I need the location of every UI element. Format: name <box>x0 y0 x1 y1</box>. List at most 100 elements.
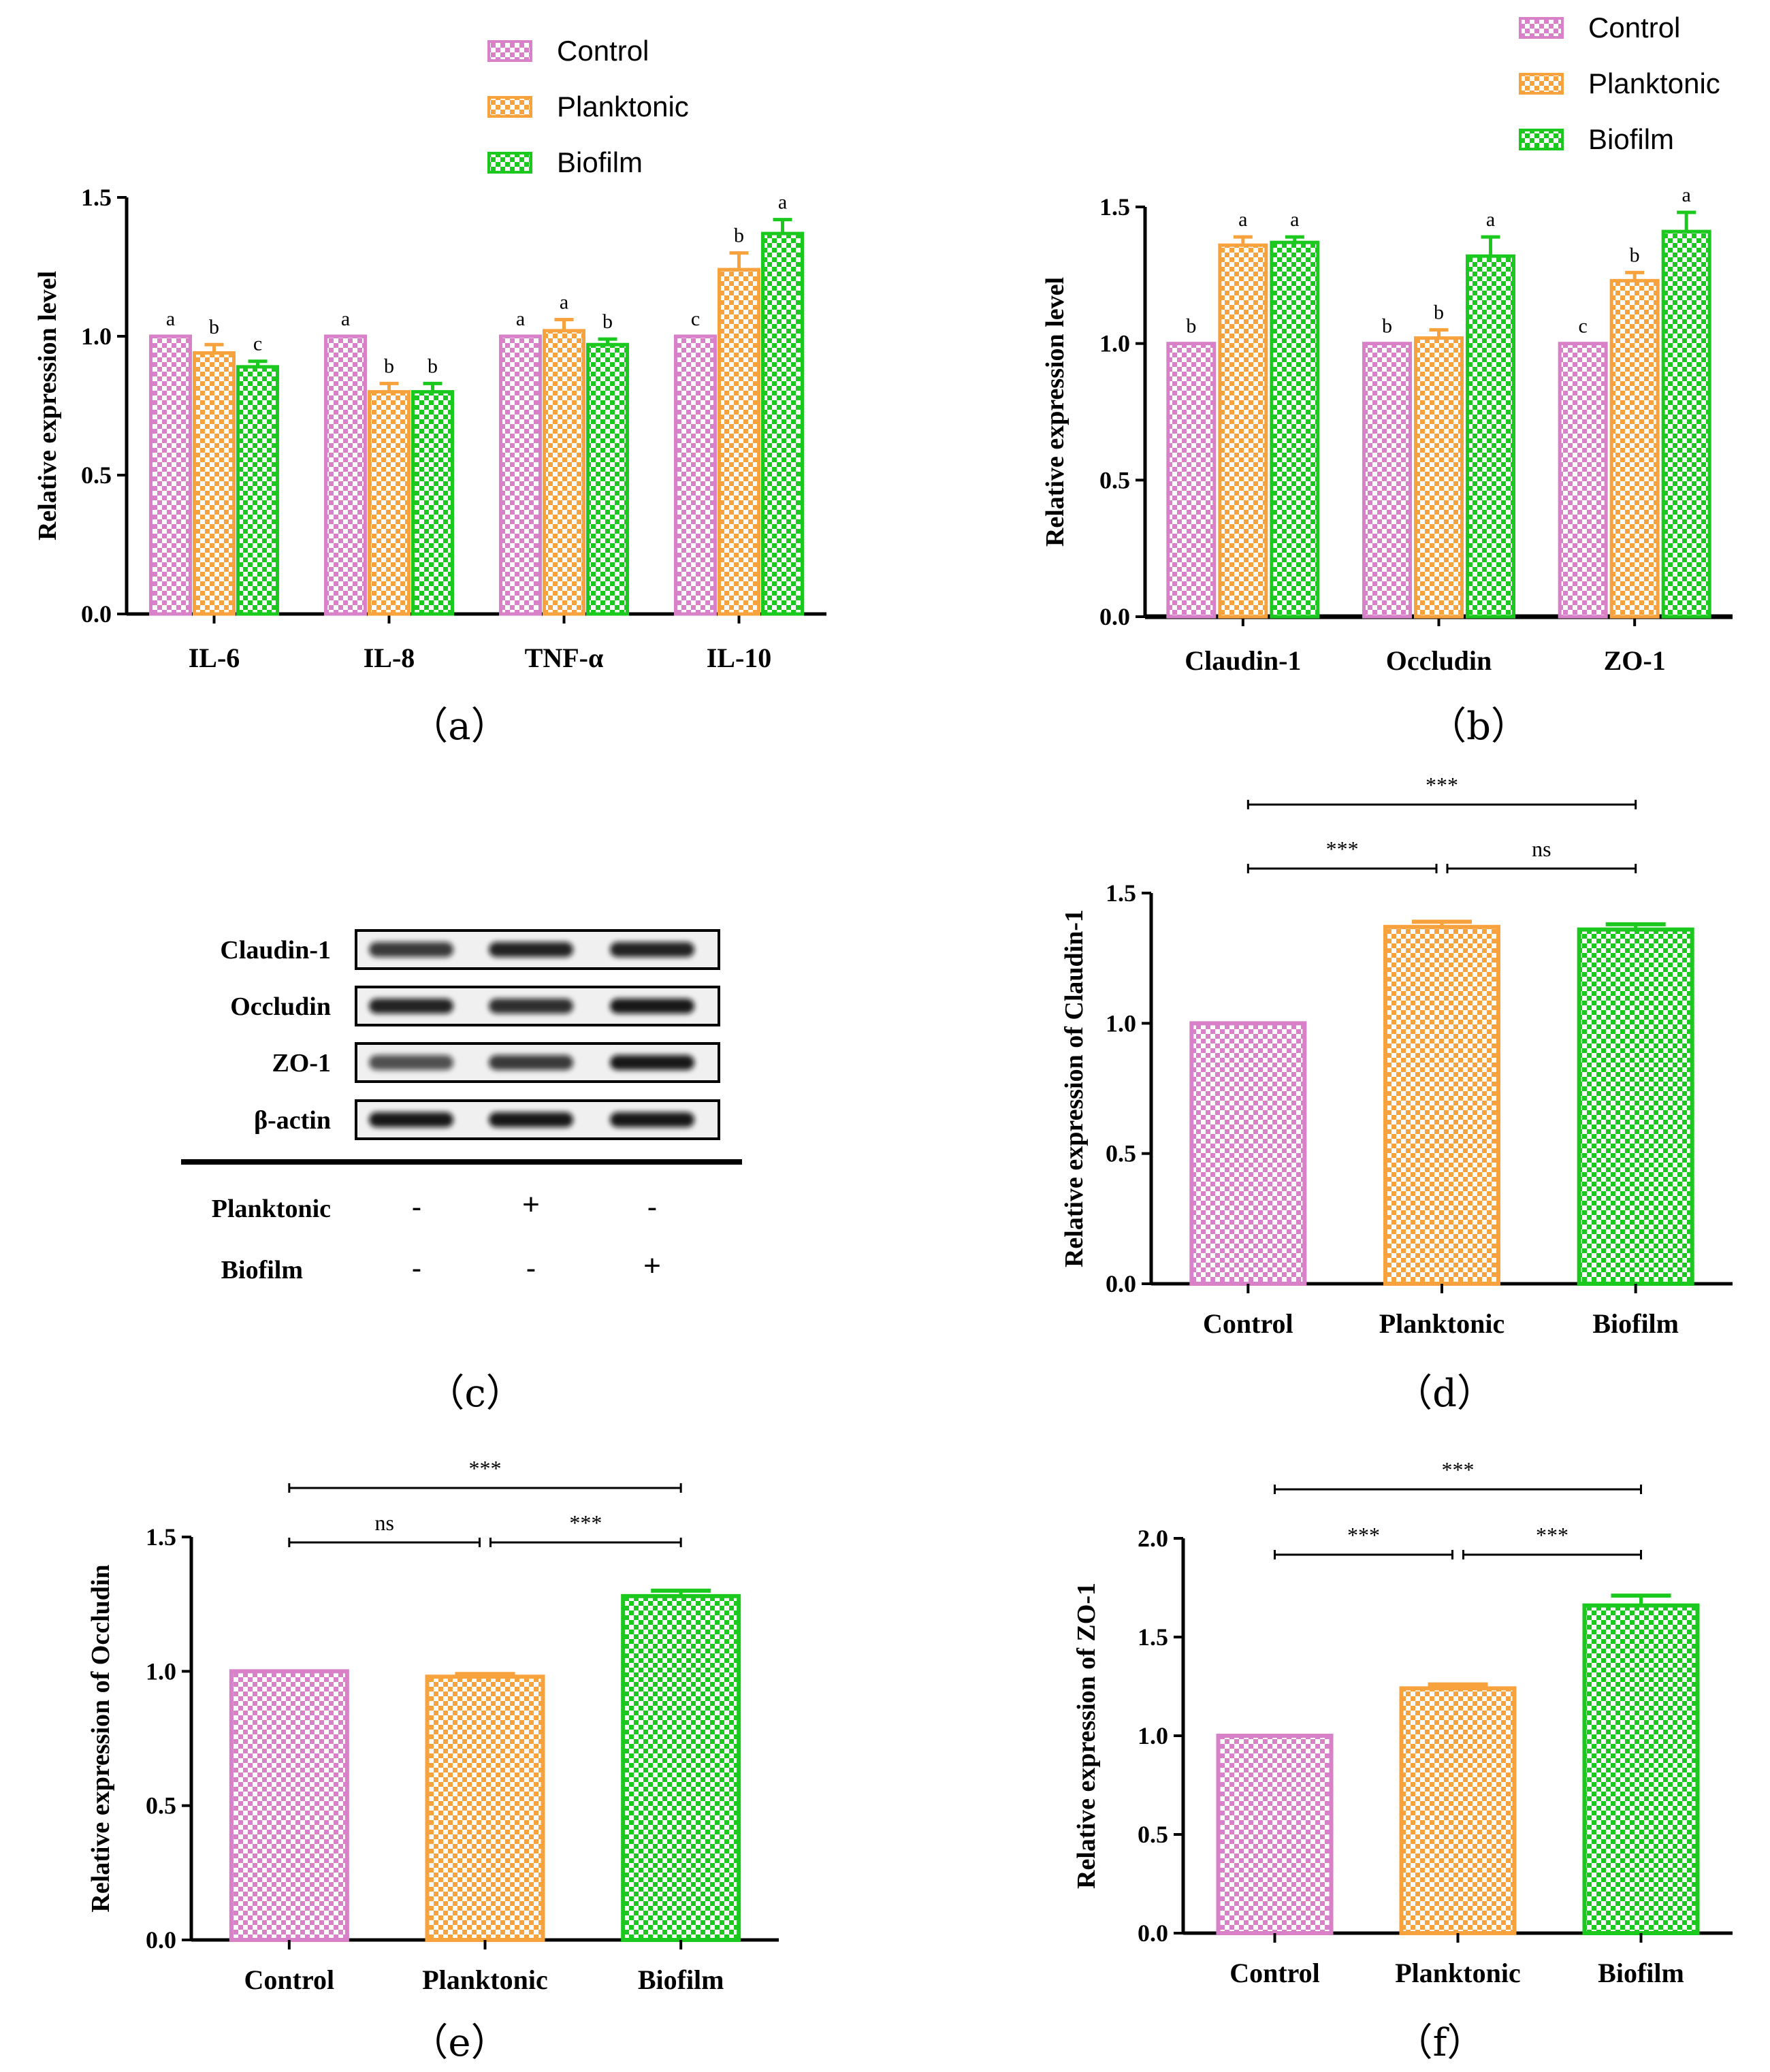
significance-label: *** <box>1426 773 1458 797</box>
legend-label: Control <box>557 35 649 67</box>
blot-band <box>369 1112 453 1127</box>
chart-a: 0.0 0.5 1.0 1.5 Relative expression level IL-… <box>33 35 826 749</box>
condition-label: Biofilm <box>221 1256 303 1284</box>
legend-swatch <box>487 40 532 62</box>
bar <box>149 334 192 616</box>
blot-band <box>369 999 453 1014</box>
legend-label: Biofilm <box>1588 123 1674 155</box>
bar <box>1466 254 1515 619</box>
legend-swatch <box>1519 129 1564 150</box>
y-tick-label: 0.0 <box>81 600 112 628</box>
significance-letter: c <box>253 333 262 355</box>
condition-sign: + <box>643 1249 661 1282</box>
blot-band <box>489 999 573 1014</box>
legend-label: Control <box>1588 12 1680 44</box>
x-tick-label: IL-10 <box>707 643 772 673</box>
blot-band <box>489 1112 573 1127</box>
y-tick-label: 1.0 <box>81 323 112 350</box>
chart-f: 0.0 0.5 1.0 1.5 2.0 Relative expression of ZO… <box>1072 1457 1733 2065</box>
significance-label: ns <box>1532 837 1551 861</box>
bar <box>1189 1021 1307 1286</box>
significance-letter: c <box>1579 315 1588 338</box>
legend-swatch <box>487 96 532 118</box>
bar <box>324 334 367 616</box>
significance-label: *** <box>1536 1523 1568 1547</box>
bar <box>499 334 542 616</box>
bar <box>1399 1686 1517 1935</box>
significance-label: *** <box>1326 837 1359 861</box>
significance-letter: a <box>1238 208 1247 231</box>
legend-label: Planktonic <box>1588 67 1720 99</box>
significance-letter: a <box>516 308 525 330</box>
bar <box>1414 336 1464 619</box>
condition-label: Planktonic <box>212 1195 331 1223</box>
bar <box>621 1593 741 1942</box>
bar <box>1661 229 1711 619</box>
bar <box>368 390 411 616</box>
significance-letter: a <box>341 308 350 330</box>
y-axis-label: Relative expression level <box>1041 277 1069 547</box>
significance-letter: a <box>1290 208 1299 231</box>
panel-label: （f） <box>1395 2021 1485 2065</box>
condition-sign: - <box>412 1191 422 1224</box>
y-tick-label: 1.5 <box>81 184 112 211</box>
significance-label: *** <box>569 1510 602 1535</box>
bar <box>1166 342 1217 619</box>
x-tick-label: Planktonic <box>1395 1958 1520 1988</box>
blot-row-label: β-actin <box>254 1106 331 1135</box>
bar <box>229 1669 349 1942</box>
panel-label: （d） <box>1394 1372 1495 1416</box>
y-axis-label: Relative expression of ZO-1 <box>1072 1583 1101 1889</box>
blot-row-label: Claudin-1 <box>220 936 331 965</box>
significance-label: *** <box>469 1456 502 1480</box>
blot-band <box>369 942 453 957</box>
significance-label: *** <box>1347 1523 1380 1547</box>
y-tick-label: 0.0 <box>146 1926 176 1954</box>
significance-letter: a <box>778 191 787 214</box>
bar <box>236 365 279 616</box>
blot-band <box>610 1055 694 1070</box>
y-tick-label: 1.5 <box>1138 1623 1168 1651</box>
x-tick-label: IL-6 <box>189 643 240 673</box>
x-tick-label: Control <box>244 1964 335 1995</box>
chart-b: 0.0 0.5 1.0 1.5 Relative expression level Cla… <box>1041 12 1733 749</box>
significance-label: *** <box>1442 1457 1475 1482</box>
bar <box>718 268 760 616</box>
y-axis-label: Relative expression level <box>33 271 62 540</box>
legend-label: Planktonic <box>557 91 689 123</box>
bar <box>1362 342 1412 619</box>
y-tick-label: 1.0 <box>1106 1009 1136 1037</box>
y-tick-label: 1.0 <box>146 1657 176 1685</box>
significance-letter: b <box>602 310 613 333</box>
x-tick-label: Biofilm <box>638 1964 724 1995</box>
y-tick-label: 1.5 <box>1099 193 1130 221</box>
blot-band <box>610 942 694 957</box>
y-tick-label: 0.0 <box>1106 1270 1136 1297</box>
bar <box>1609 278 1660 619</box>
condition-sign: - <box>526 1252 536 1285</box>
x-tick-label: Control <box>1229 1958 1320 1988</box>
bar <box>1270 240 1320 619</box>
bar <box>193 351 236 616</box>
x-tick-label: Control <box>1203 1308 1293 1339</box>
bar <box>761 231 804 616</box>
x-tick-label: Planktonic <box>422 1964 547 1995</box>
chart-e: 0.0 0.5 1.0 1.5 Relative expression of Occlu… <box>86 1456 779 2065</box>
legend-label: Biofilm <box>557 146 643 178</box>
panel-label: （b） <box>1428 705 1529 749</box>
bar <box>1218 243 1268 619</box>
x-tick-label: Planktonic <box>1379 1308 1504 1339</box>
bar <box>1383 924 1500 1286</box>
bar <box>1582 1603 1700 1936</box>
x-tick-label: Biofilm <box>1592 1308 1679 1339</box>
chart-d: 0.0 0.5 1.0 1.5 Relative expression of Claud… <box>1060 773 1733 1416</box>
legend-swatch <box>1519 73 1564 95</box>
y-tick-label: 2.0 <box>1138 1525 1168 1552</box>
y-tick-label: 1.5 <box>1106 879 1136 907</box>
significance-letter: b <box>1186 315 1196 338</box>
y-tick-label: 1.0 <box>1138 1722 1168 1749</box>
bar <box>586 342 629 616</box>
legend-swatch <box>487 152 532 174</box>
panel-label: （e） <box>410 2021 509 2065</box>
